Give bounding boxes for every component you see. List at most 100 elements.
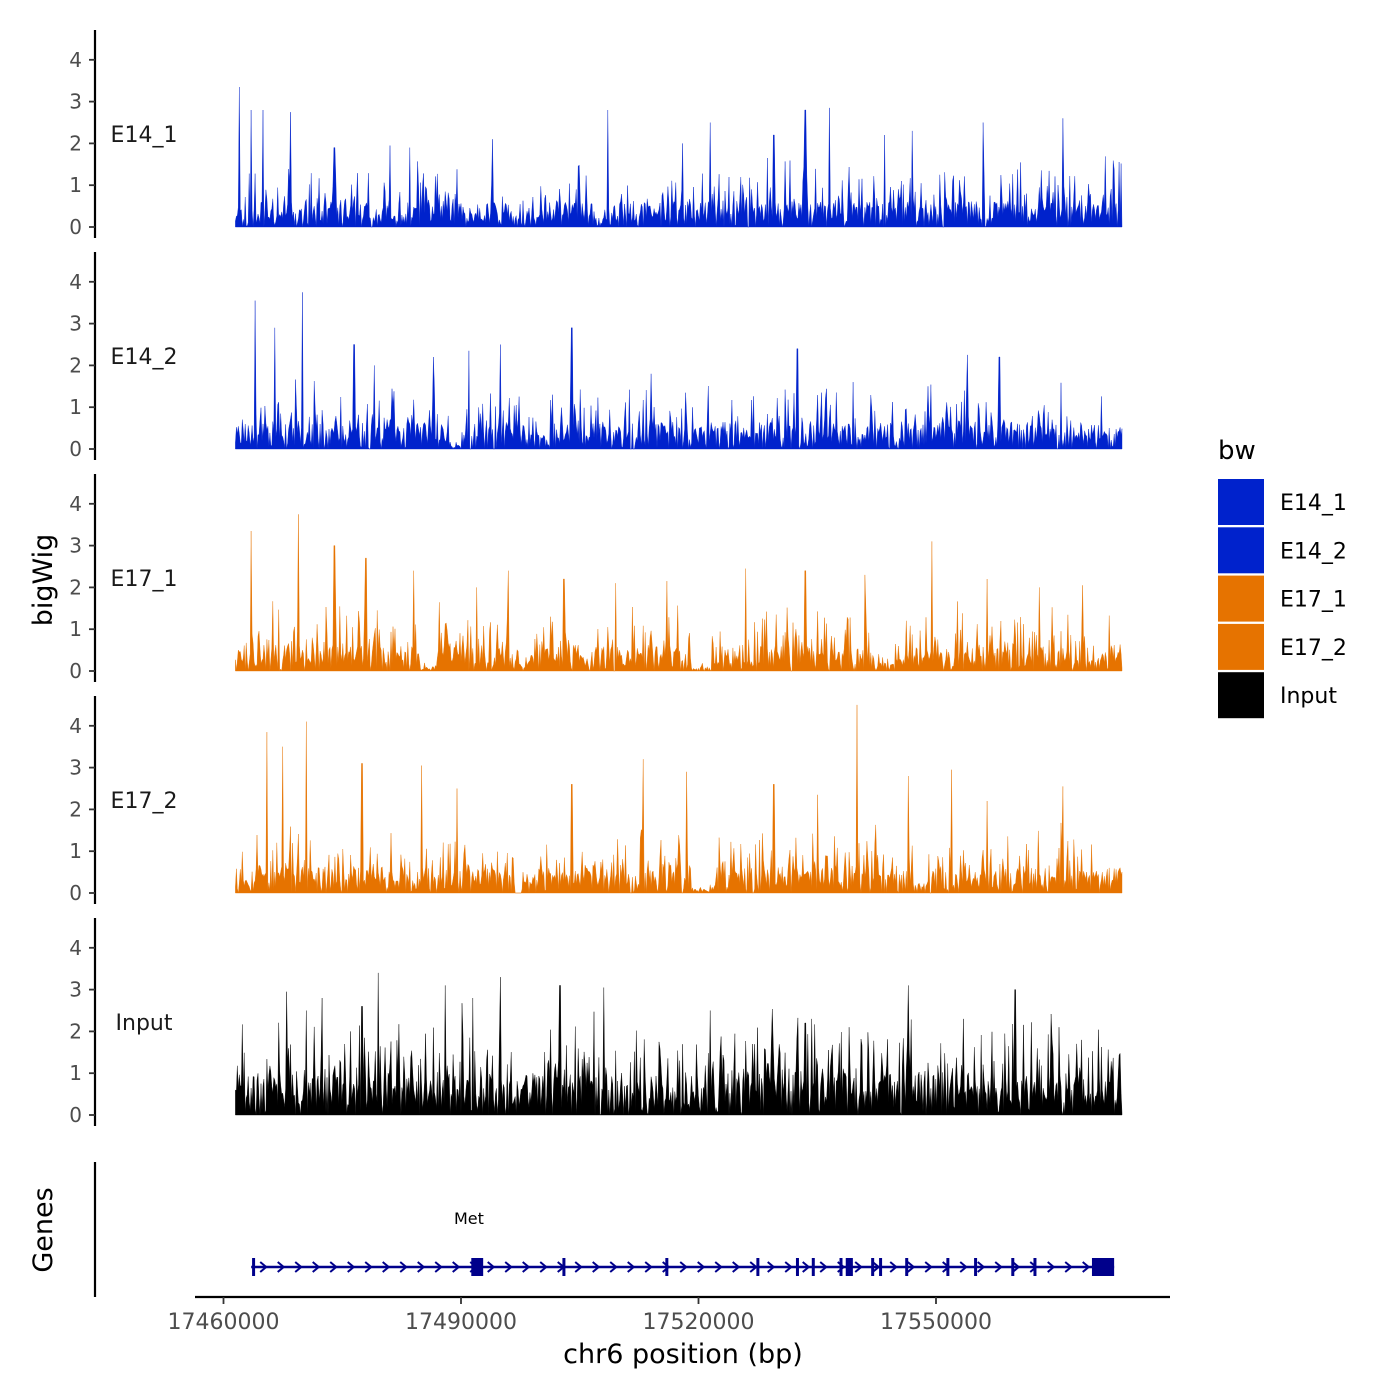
strand-arrow bbox=[1047, 1261, 1056, 1273]
strand-arrow bbox=[767, 1261, 776, 1273]
legend-swatch-E14_2 bbox=[1218, 527, 1264, 574]
exon bbox=[562, 1258, 566, 1276]
track-E14_1: 0 1 2 3 4 E14_1 bbox=[69, 30, 1123, 239]
gene-name-label: Met bbox=[454, 1209, 484, 1228]
track-label: E14_1 bbox=[111, 123, 178, 148]
strand-arrow bbox=[679, 1261, 688, 1273]
exon bbox=[811, 1258, 815, 1276]
strand-arrow bbox=[802, 1261, 811, 1273]
strand-arrow bbox=[609, 1261, 618, 1273]
y-tick-label: 0 bbox=[69, 215, 82, 239]
x-tick-label: 17460000 bbox=[168, 1310, 280, 1335]
y-tick-label: 2 bbox=[69, 797, 82, 821]
strand-arrow bbox=[382, 1261, 391, 1273]
strand-arrow bbox=[872, 1261, 881, 1273]
legend-swatch-E17_2 bbox=[1218, 623, 1264, 670]
exon bbox=[1091, 1258, 1115, 1276]
exon bbox=[471, 1258, 484, 1276]
y-tick-label: 2 bbox=[69, 575, 82, 599]
strand-arrow bbox=[364, 1261, 373, 1273]
y-tick-label: 1 bbox=[69, 173, 82, 197]
coverage-area-E17_2 bbox=[235, 704, 1123, 894]
legend-label-E14_1: E14_1 bbox=[1280, 491, 1347, 516]
strand-arrow bbox=[574, 1261, 583, 1273]
x-tick-label: 17490000 bbox=[405, 1310, 517, 1335]
coverage-area-Input bbox=[235, 972, 1123, 1116]
exon bbox=[756, 1258, 760, 1276]
strand-arrow bbox=[697, 1261, 706, 1273]
y-tick-label: 3 bbox=[69, 756, 82, 780]
legend-title: bw bbox=[1218, 436, 1256, 466]
strand-arrow bbox=[907, 1261, 916, 1273]
exon bbox=[879, 1258, 883, 1276]
y-tick-label: 4 bbox=[69, 936, 82, 960]
strand-arrow bbox=[504, 1261, 513, 1273]
strand-arrow bbox=[522, 1261, 531, 1273]
y-tick-label: 1 bbox=[69, 839, 82, 863]
y-tick-label: 0 bbox=[69, 1103, 82, 1127]
exon bbox=[839, 1258, 843, 1276]
x-axis: 17460000 17490000 17520000 17550000 bbox=[168, 1295, 1170, 1335]
y-tick-label: 4 bbox=[69, 714, 82, 738]
exon bbox=[252, 1258, 256, 1276]
y-tick-label: 1 bbox=[69, 395, 82, 419]
y-tick-label: 0 bbox=[69, 659, 82, 683]
exon bbox=[974, 1258, 978, 1276]
y-tick-label: 2 bbox=[69, 1019, 82, 1043]
y-tick-label: 4 bbox=[69, 270, 82, 294]
strand-arrow bbox=[977, 1261, 986, 1273]
strand-arrow bbox=[1012, 1261, 1021, 1273]
y-tick-label: 1 bbox=[69, 1061, 82, 1085]
strand-arrow bbox=[592, 1261, 601, 1273]
y-tick-label: 2 bbox=[69, 353, 82, 377]
strand-arrow bbox=[1082, 1261, 1091, 1273]
legend-label-E14_2: E14_2 bbox=[1280, 539, 1347, 564]
strand-arrow bbox=[854, 1261, 863, 1273]
strand-arrow bbox=[819, 1261, 828, 1273]
strand-arrow bbox=[662, 1261, 671, 1273]
x-tick-label: 17550000 bbox=[880, 1310, 992, 1335]
strand-arrow bbox=[434, 1261, 443, 1273]
legend: bw E14_1 E14_2 E17_1 E17_2 Input bbox=[1218, 436, 1347, 719]
strand-arrow bbox=[959, 1261, 968, 1273]
y-tick-label: 1 bbox=[69, 617, 82, 641]
strand-arrow bbox=[487, 1261, 496, 1273]
strand-arrow bbox=[452, 1261, 461, 1273]
track-E14_2: 0 1 2 3 4 E14_2 bbox=[69, 252, 1123, 461]
track-label: E17_1 bbox=[111, 567, 178, 592]
y-axis-title: bigWig bbox=[28, 534, 59, 627]
legend-label-E17_2: E17_2 bbox=[1280, 636, 1347, 661]
y-tick-label: 3 bbox=[69, 978, 82, 1002]
strand-arrow bbox=[714, 1261, 723, 1273]
x-axis-title: chr6 position (bp) bbox=[563, 1339, 803, 1370]
exon bbox=[845, 1258, 853, 1276]
exon bbox=[1011, 1258, 1015, 1276]
strand-arrow bbox=[329, 1261, 338, 1273]
y-tick-label: 0 bbox=[69, 881, 82, 905]
track-label: Input bbox=[116, 1011, 173, 1036]
strand-arrow bbox=[294, 1261, 303, 1273]
coverage-area-E14_2 bbox=[235, 292, 1123, 450]
genes-track-label: Genes bbox=[28, 1187, 59, 1272]
coverage-tracks: 0 1 2 3 4 E14_1 0 1 2 3 4 E14_2 0 1 2 3 4 E17_1 0 1 2 3 4 E17_2… bbox=[69, 30, 1123, 1127]
exon bbox=[1033, 1258, 1037, 1276]
strand-arrow bbox=[994, 1261, 1003, 1273]
strand-arrow bbox=[277, 1261, 286, 1273]
y-tick-label: 3 bbox=[69, 312, 82, 336]
exon bbox=[905, 1258, 909, 1276]
coverage-area-E14_1 bbox=[235, 86, 1123, 228]
exon bbox=[795, 1258, 799, 1276]
track-E17_1: 0 1 2 3 4 E17_1 bbox=[69, 474, 1123, 683]
legend-swatch-E14_1 bbox=[1218, 479, 1264, 525]
strand-arrow bbox=[347, 1261, 356, 1273]
legend-swatch-E17_1 bbox=[1218, 575, 1264, 622]
coverage-area-E17_1 bbox=[235, 514, 1123, 672]
strand-arrow bbox=[644, 1261, 653, 1273]
y-tick-label: 4 bbox=[69, 492, 82, 516]
strand-arrow bbox=[417, 1261, 426, 1273]
legend-label-E17_1: E17_1 bbox=[1280, 588, 1347, 613]
legend-label-Input: Input bbox=[1280, 684, 1337, 709]
strand-arrow bbox=[399, 1261, 408, 1273]
strand-arrow bbox=[259, 1261, 268, 1273]
